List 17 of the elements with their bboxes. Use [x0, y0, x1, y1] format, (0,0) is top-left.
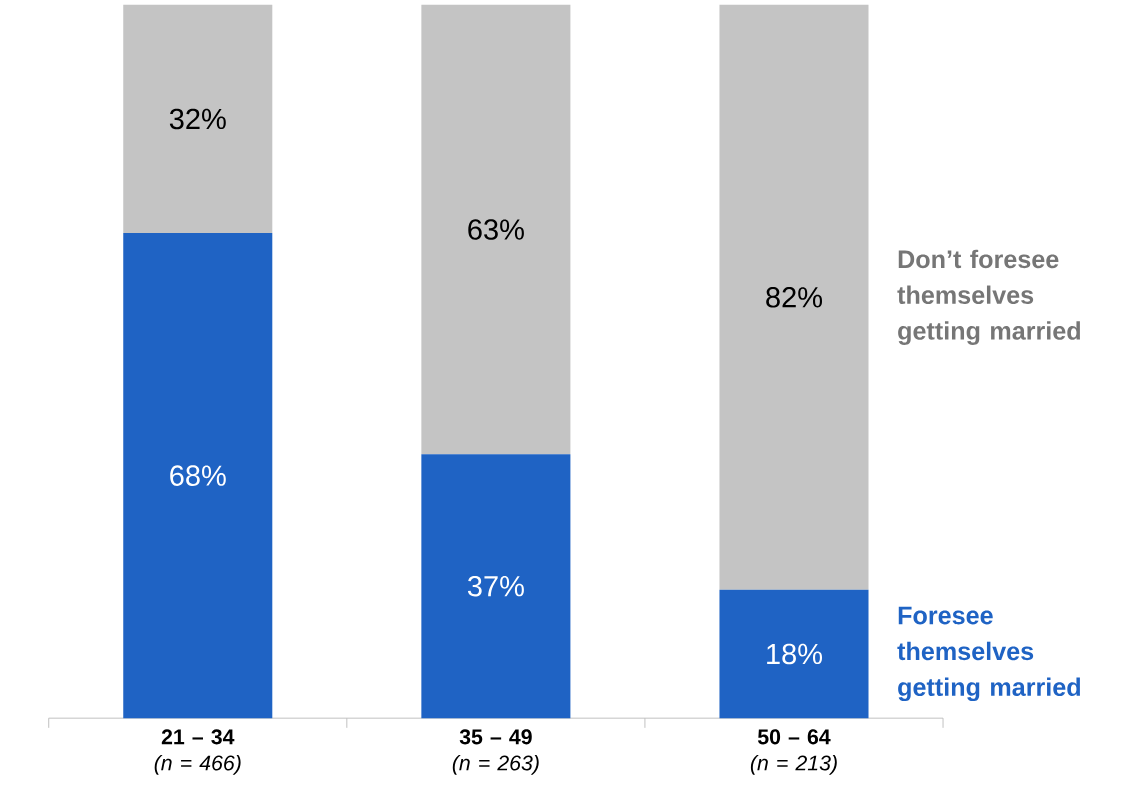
series-label: Foresee themselves getting married	[897, 606, 1080, 701]
data-label: 68%	[170, 465, 226, 486]
data-label: 18%	[767, 643, 823, 665]
bar	[421, 4, 571, 455]
x-tick-label: 21 – 34 (n = 466)	[154, 729, 241, 775]
bar	[123, 232, 273, 718]
bar	[123, 4, 273, 233]
data-label: 32%	[169, 108, 226, 130]
series-label: Don’t foresee themselves getting married	[897, 249, 1080, 345]
bar	[719, 589, 869, 718]
data-label: 82%	[766, 286, 823, 308]
data-label: 63%	[468, 219, 524, 240]
bar	[421, 454, 571, 718]
x-tick-label: 35 – 49 (n = 263)	[452, 729, 539, 775]
data-label: 37%	[467, 575, 524, 597]
bar	[719, 4, 869, 590]
x-tick-label: 50 – 64 (n = 213)	[750, 729, 837, 775]
